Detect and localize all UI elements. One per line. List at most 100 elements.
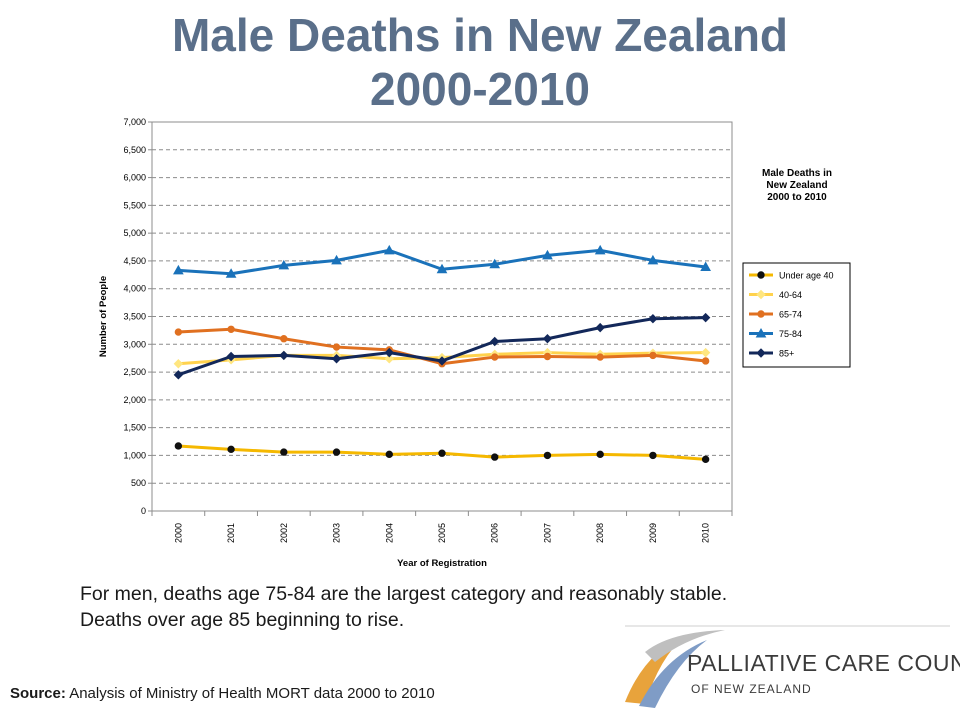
data-point-0 bbox=[280, 448, 288, 456]
data-point-4 bbox=[279, 350, 289, 361]
chart-title-line: New Zealand bbox=[766, 180, 827, 191]
logo-text-line1: PALLIATIVE CARE COUNCIL bbox=[687, 650, 960, 676]
data-point-4 bbox=[648, 314, 658, 324]
data-point-3 bbox=[173, 264, 184, 275]
y-tick-label: 7,000 bbox=[123, 117, 146, 127]
y-tick-label: 6,000 bbox=[123, 173, 146, 183]
y-tick-label: 0 bbox=[141, 506, 146, 516]
logo-text-line2: OF NEW ZEALAND bbox=[691, 682, 812, 696]
source-label: Source: bbox=[10, 685, 66, 702]
y-tick-label: 3,500 bbox=[123, 312, 146, 322]
legend-label: Under age 40 bbox=[779, 271, 834, 281]
y-tick-label: 4,500 bbox=[123, 256, 146, 266]
x-tick-label: 2001 bbox=[226, 523, 236, 543]
swoosh-logo-icon bbox=[625, 625, 950, 708]
caption-line1: For men, deaths age 75-84 are the larges… bbox=[80, 583, 728, 605]
data-point-4 bbox=[384, 347, 394, 358]
data-point-0 bbox=[649, 451, 657, 460]
x-tick-label: 2007 bbox=[542, 523, 552, 543]
data-point-2 bbox=[596, 353, 604, 361]
data-point-2 bbox=[227, 325, 235, 333]
data-point-0 bbox=[491, 453, 499, 461]
data-point-4 bbox=[331, 354, 342, 364]
data-point-3 bbox=[278, 259, 290, 270]
y-tick-label: 500 bbox=[131, 478, 146, 488]
y-tick-label: 3,000 bbox=[123, 339, 146, 349]
y-tick-label: 5,000 bbox=[123, 228, 146, 238]
data-point-3 bbox=[225, 268, 237, 278]
data-point-3 bbox=[331, 254, 342, 265]
data-point-3 bbox=[647, 254, 659, 265]
data-point-0 bbox=[174, 442, 183, 450]
y-tick-label: 5,500 bbox=[123, 200, 146, 210]
data-point-4 bbox=[700, 312, 711, 323]
data-point-0 bbox=[543, 451, 552, 460]
caption-line2: Deaths over age 85 beginning to rise. bbox=[80, 609, 405, 631]
x-tick-label: 2000 bbox=[173, 523, 183, 543]
source-note: Source: Analysis of Ministry of Health M… bbox=[10, 685, 435, 702]
data-point-2 bbox=[491, 353, 499, 361]
x-axis-title: Year of Registration bbox=[397, 558, 487, 569]
data-point-4 bbox=[490, 336, 500, 347]
y-axis-title: Number of People bbox=[98, 276, 109, 357]
data-point-2 bbox=[649, 351, 657, 360]
data-point-3 bbox=[594, 244, 606, 255]
legend-label: 40-64 bbox=[779, 290, 802, 300]
data-point-1 bbox=[173, 359, 184, 369]
organization-logo: PALLIATIVE CARE COUNCIL OF NEW ZEALAND bbox=[615, 622, 960, 712]
x-tick-label: 2010 bbox=[701, 523, 711, 543]
y-tick-label: 1,000 bbox=[123, 450, 146, 460]
data-point-0 bbox=[596, 450, 604, 459]
chart-title-line: Male Deaths in bbox=[762, 168, 832, 179]
x-tick-label: 2009 bbox=[648, 523, 658, 543]
source-text: Analysis of Ministry of Health MORT data… bbox=[65, 685, 435, 702]
y-tick-label: 2,500 bbox=[123, 367, 146, 377]
data-point-3 bbox=[383, 244, 395, 255]
data-point-2 bbox=[543, 352, 552, 361]
line-chart: 0 500 1,000 1,500 2,000 2,500 3,000 3,500 4,000 4… bbox=[98, 117, 851, 569]
data-point-3 bbox=[436, 263, 448, 274]
data-point-2 bbox=[174, 328, 183, 336]
y-tick-label: 4,000 bbox=[123, 284, 146, 294]
y-tick-label: 1,500 bbox=[123, 423, 146, 433]
x-tick-label: 2003 bbox=[332, 523, 342, 543]
data-point-2 bbox=[701, 357, 710, 365]
legend-label: 65-74 bbox=[779, 310, 802, 320]
data-point-4 bbox=[226, 351, 236, 362]
y-tick-label: 6,500 bbox=[123, 145, 146, 155]
legend-label: 75-84 bbox=[779, 329, 802, 339]
data-point-0 bbox=[332, 448, 341, 456]
data-point-4 bbox=[173, 370, 184, 380]
x-tick-label: 2006 bbox=[490, 523, 500, 543]
data-point-2 bbox=[332, 343, 341, 351]
legend-marker bbox=[756, 348, 766, 358]
data-point-0 bbox=[227, 445, 235, 454]
legend-marker bbox=[757, 271, 765, 279]
data-point-0 bbox=[385, 450, 393, 459]
data-point-2 bbox=[280, 335, 288, 343]
legend-marker bbox=[755, 327, 767, 338]
slide-title-line1: Male Deaths in New Zealand bbox=[171, 9, 789, 61]
legend-marker bbox=[757, 310, 765, 318]
data-point-0 bbox=[438, 449, 446, 457]
slide-title-line2: 2000-2010 bbox=[370, 63, 590, 115]
legend-marker bbox=[756, 289, 766, 300]
x-tick-label: 2008 bbox=[595, 523, 605, 543]
legend-label: 85+ bbox=[779, 349, 794, 359]
x-tick-label: 2005 bbox=[437, 523, 447, 543]
data-point-1 bbox=[700, 347, 711, 358]
data-point-4 bbox=[542, 334, 553, 344]
data-point-4 bbox=[437, 356, 447, 366]
data-point-1 bbox=[384, 354, 394, 364]
data-point-3 bbox=[700, 261, 711, 272]
slide-title: Male Deaths in New Zealand 2000-2010 bbox=[0, 8, 960, 116]
data-point-3 bbox=[489, 258, 501, 269]
caption: For men, deaths age 75-84 are the larges… bbox=[80, 581, 930, 633]
x-tick-label: 2004 bbox=[384, 523, 394, 543]
chart-title-line: 2000 to 2010 bbox=[767, 192, 827, 203]
data-point-3 bbox=[542, 249, 553, 260]
data-point-4 bbox=[595, 322, 605, 333]
y-tick-label: 2,000 bbox=[123, 395, 146, 405]
x-tick-label: 2002 bbox=[279, 523, 289, 543]
data-point-0 bbox=[701, 455, 710, 464]
